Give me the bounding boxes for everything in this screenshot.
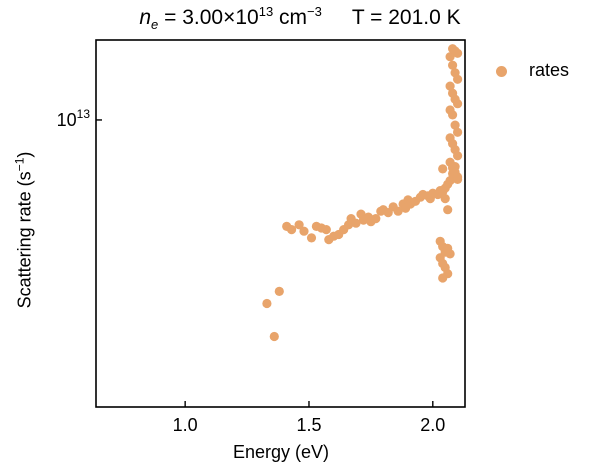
x-tick-label: 1.0 <box>173 415 198 435</box>
data-point <box>294 220 304 230</box>
data-points <box>262 44 463 342</box>
data-point <box>438 273 448 283</box>
data-point <box>321 225 331 235</box>
chart-title: ne = 3.00×1013 cm−3 T = 201.0 K <box>0 4 600 32</box>
density-unit-exponent: −3 <box>307 4 322 19</box>
x-axis-ticks: 1.0 1.5 2.0 <box>173 401 445 435</box>
y-axis-ticks: 1013 <box>57 107 102 130</box>
data-point <box>448 60 458 70</box>
temperature-label: T = 201.0 K <box>351 6 461 29</box>
data-point <box>445 176 455 186</box>
y-axis-label-close: ) <box>14 151 35 158</box>
data-point <box>274 286 284 296</box>
legend: rates <box>496 60 569 81</box>
data-point <box>453 127 463 137</box>
density-unit: cm <box>273 6 308 29</box>
x-axis-label: Energy (eV) <box>232 442 330 462</box>
legend-label: rates <box>529 60 570 80</box>
x-tick-label: 1.5 <box>296 415 321 435</box>
data-point <box>393 206 403 216</box>
data-point <box>299 226 309 236</box>
data-point <box>262 298 272 309</box>
data-point <box>440 194 450 204</box>
data-point <box>453 99 463 109</box>
data-point <box>448 110 458 120</box>
data-point <box>371 214 381 224</box>
data-point <box>450 120 460 130</box>
y-tick-label: 1013 <box>57 107 91 130</box>
y-axis-label-text: Scattering rate (s <box>14 171 35 309</box>
legend-marker-icon <box>496 65 507 77</box>
density-subscript: e <box>151 17 159 33</box>
x-tick-label: 2.0 <box>420 415 445 435</box>
data-point <box>453 172 463 182</box>
data-point <box>306 233 317 243</box>
data-point <box>453 151 463 161</box>
data-point <box>438 164 448 174</box>
plot-area-frame <box>95 39 466 408</box>
data-point <box>287 225 297 235</box>
density-exponent: 13 <box>258 4 274 19</box>
density-symbol: n <box>139 6 152 29</box>
y-axis-label: Scattering rate (s−1) <box>13 152 36 309</box>
data-point <box>269 331 279 342</box>
density-value: = 3.00×10 <box>158 6 259 29</box>
data-point <box>443 205 453 215</box>
data-point <box>448 44 458 54</box>
data-point <box>453 74 463 84</box>
data-point <box>445 249 455 259</box>
y-axis-label-exponent: −1 <box>12 157 27 172</box>
data-point <box>445 81 455 91</box>
data-point <box>351 218 361 228</box>
